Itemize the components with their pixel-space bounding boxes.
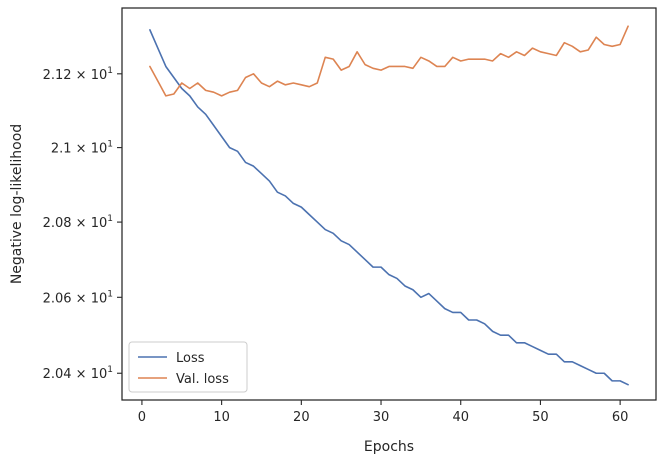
legend-label: Loss [176,351,205,366]
y-tick-label: 2.1 × 101 [51,140,113,157]
legend-box [128,341,248,393]
x-tick-label: 0 [138,410,146,425]
series-layer [149,25,629,386]
y-tick-mantissa: 2.06 [43,291,72,306]
series-line-2 [149,25,629,97]
legend: Loss Val. loss [128,341,248,393]
y-tick-times: × [72,216,91,231]
y-tick-times: × [72,142,91,157]
y-tick-label: 2.08 × 101 [43,214,113,231]
plot-frame [121,7,657,401]
x-tick-label: 10 [213,410,230,425]
y-tick-times: × [72,367,91,382]
y-tick-base: 10 [91,68,108,83]
y-tick-mantissa: 2.12 [43,68,72,83]
y-tick-times: × [72,291,91,306]
y-tick-mantissa: 2.1 [51,142,72,157]
y-tick-label: 2.12 × 101 [43,66,113,83]
y-tick-mantissa: 2.04 [43,367,72,382]
y-tick-mantissa: 2.08 [43,216,72,231]
series-line-1 [149,29,629,386]
y-tick-exponent: 1 [107,289,113,299]
y-tick-base: 10 [91,291,108,306]
y-tick-label: 2.06 × 101 [43,289,113,306]
y-tick-label: 2.04 × 101 [43,365,113,382]
x-tick-label: 20 [293,410,310,425]
y-tick-base: 10 [91,142,108,157]
plot-background [122,8,656,400]
y-tick-exponent: 1 [107,66,113,76]
y-tick-times: × [72,68,91,83]
x-axis-label: Epochs [364,439,414,455]
x-tick-label: 40 [452,410,469,425]
x-tick-label: 30 [373,410,390,425]
y-tick-base: 10 [91,216,108,231]
y-axis-label: Negative log-likelihood [9,124,25,284]
x-axis-ticks: 0 10 20 30 40 50 60 [138,400,629,425]
y-tick-base: 10 [91,367,108,382]
y-tick-exponent: 1 [107,365,113,375]
y-tick-exponent: 1 [107,140,113,150]
legend-label: Val. loss [176,372,229,387]
x-tick-label: 60 [612,410,629,425]
y-tick-exponent: 1 [107,214,113,224]
x-tick-label: 50 [532,410,549,425]
